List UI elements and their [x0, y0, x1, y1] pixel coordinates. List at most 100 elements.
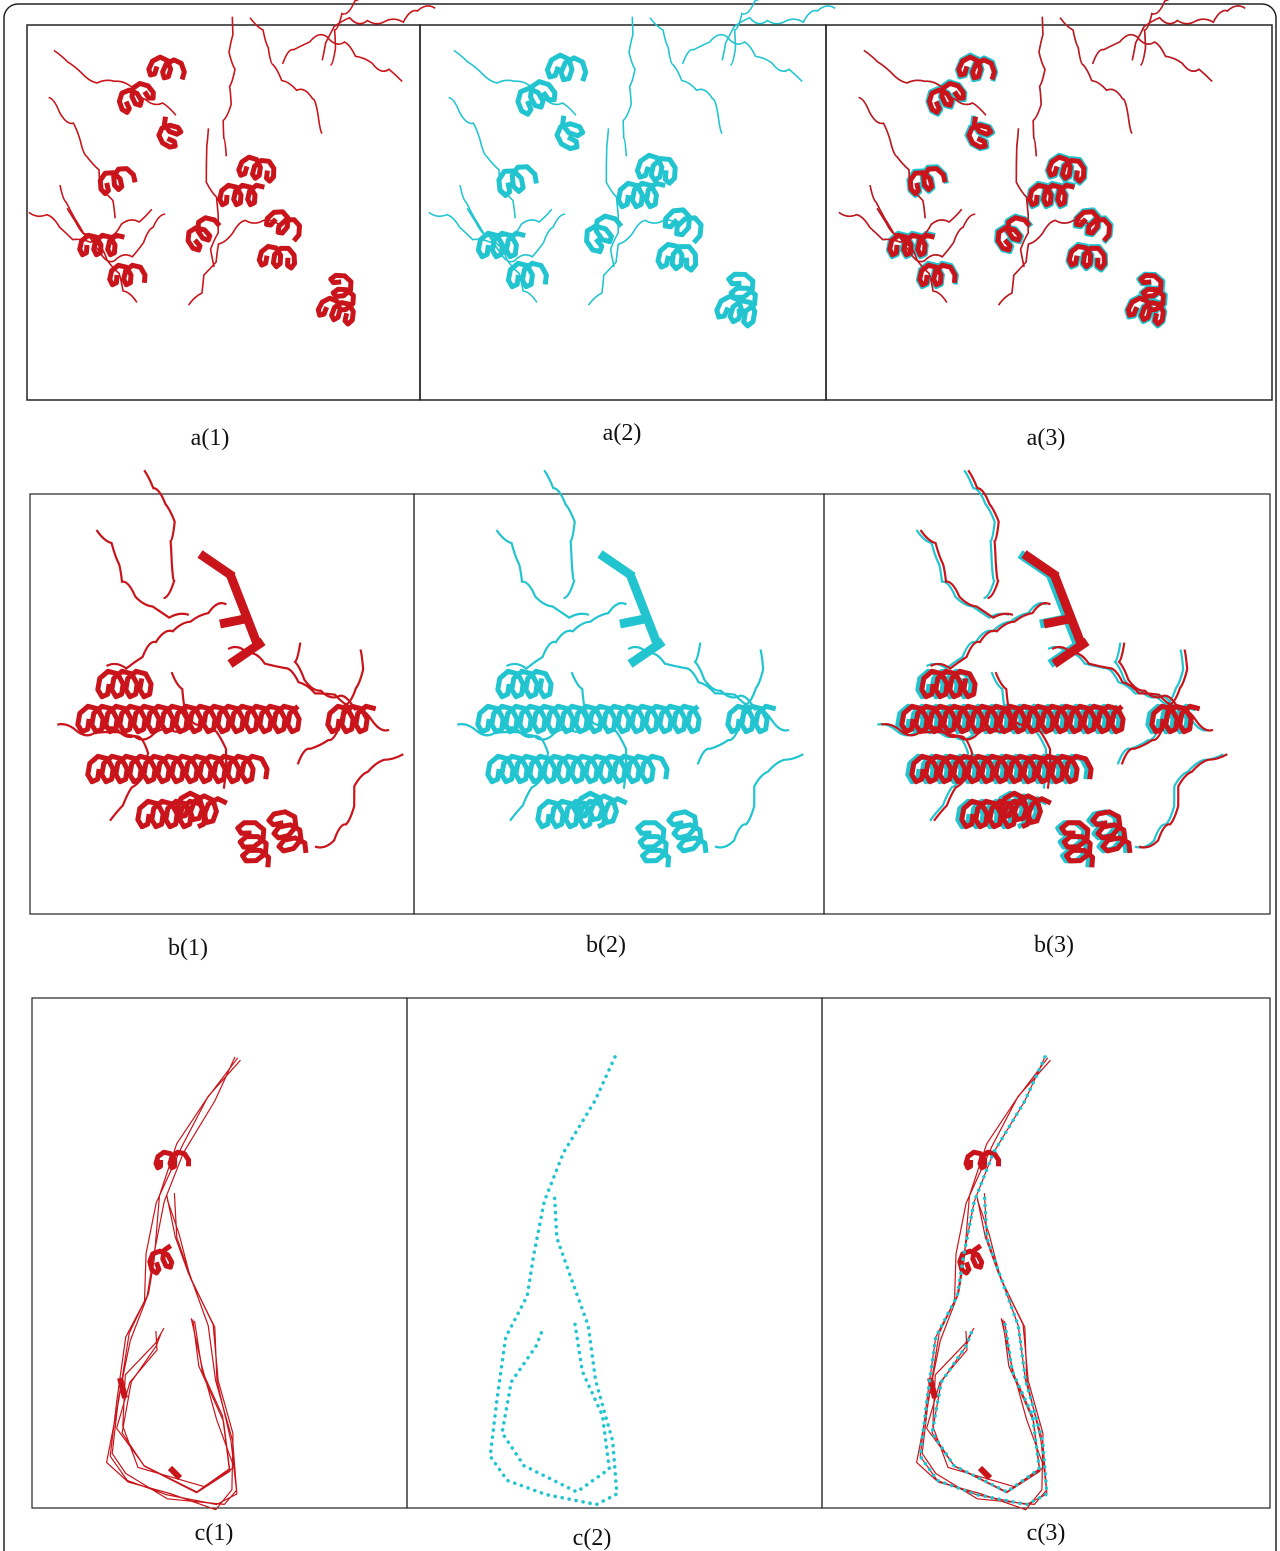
- helix: [920, 265, 955, 284]
- coil: [722, 6, 835, 60]
- helix: [728, 706, 776, 731]
- coil: [1016, 128, 1028, 267]
- coil: [1093, 35, 1213, 82]
- helix: [587, 216, 622, 252]
- beta-strand: [600, 554, 633, 577]
- panel-label: b(3): [1034, 932, 1074, 958]
- coil: [107, 603, 227, 668]
- helix: [557, 116, 583, 149]
- coil: [931, 603, 1051, 668]
- coil: [1060, 18, 1132, 134]
- helix: [239, 157, 274, 181]
- coil: [968, 470, 999, 598]
- helix: [547, 55, 585, 81]
- coil: [859, 98, 926, 219]
- beta-strand: [230, 574, 259, 649]
- helix: [966, 1152, 999, 1168]
- beta-strand: [1044, 618, 1073, 624]
- coil: [544, 470, 575, 598]
- structure-b: [877, 470, 1227, 867]
- structure-c: [917, 1057, 1051, 1510]
- coil: [223, 17, 235, 157]
- structure-a: [429, 0, 835, 326]
- helix: [508, 263, 546, 286]
- helix: [637, 155, 675, 183]
- structure-c: [490, 1057, 617, 1505]
- structure-a: [29, 0, 435, 324]
- coil: [623, 17, 635, 157]
- panel-label: c(3): [1027, 1520, 1066, 1546]
- helix: [1069, 246, 1104, 268]
- coil: [315, 754, 403, 847]
- coil: [454, 50, 576, 115]
- helix: [80, 235, 125, 254]
- row-c-frames: [32, 998, 1270, 1508]
- helix: [498, 671, 551, 696]
- chain-trace: [502, 1321, 609, 1492]
- coil: [97, 530, 189, 618]
- helix: [665, 210, 701, 243]
- helix: [159, 117, 181, 147]
- coil: [507, 603, 627, 668]
- coil: [283, 35, 403, 82]
- coil: [606, 128, 618, 267]
- coil: [1132, 6, 1245, 60]
- helix: [318, 298, 353, 324]
- panel-label: c(2): [573, 1525, 612, 1551]
- panel-label: b(2): [586, 932, 626, 958]
- coil: [715, 754, 803, 847]
- helix: [188, 218, 220, 250]
- coil: [1033, 17, 1045, 157]
- coil: [1132, 6, 1245, 60]
- chain-trace: [922, 1058, 1048, 1505]
- helix: [238, 823, 269, 868]
- coil: [497, 530, 589, 618]
- helix: [518, 82, 555, 115]
- helix: [100, 169, 135, 194]
- coil: [1060, 18, 1132, 134]
- coil: [322, 6, 435, 60]
- figure: a(1) a(2) a(3) b(1) b(2) b(3) c(1) c(2) …: [0, 0, 1280, 1551]
- coil: [330, 0, 399, 65]
- helix: [119, 84, 153, 113]
- coil: [683, 35, 803, 82]
- helix: [669, 812, 706, 853]
- panel-label: c(1): [195, 1520, 234, 1546]
- chain-trace: [920, 1057, 1047, 1505]
- beta-strand: [200, 554, 233, 577]
- structure-b: [457, 470, 803, 867]
- page: a(1) a(2) a(3) b(1) b(2) b(3) c(1) c(2) …: [0, 0, 1280, 1551]
- helix: [267, 212, 300, 241]
- coil: [49, 98, 116, 219]
- coil: [206, 128, 218, 267]
- helix: [910, 169, 945, 194]
- panel-label: a(2): [603, 420, 642, 446]
- coil: [250, 18, 322, 134]
- coil: [1140, 0, 1209, 65]
- chain-trace: [123, 1318, 234, 1486]
- helix: [259, 246, 294, 268]
- coil: [859, 98, 926, 219]
- helix: [638, 823, 669, 868]
- helix: [328, 706, 376, 731]
- helix: [658, 245, 696, 271]
- helix: [618, 183, 665, 206]
- helix: [156, 1152, 189, 1168]
- helix: [110, 265, 145, 284]
- beta-strand: [220, 618, 249, 624]
- coil: [144, 470, 175, 598]
- panel-label: a(1): [191, 425, 230, 451]
- helix: [150, 1246, 172, 1273]
- helix: [959, 57, 995, 79]
- coil: [449, 98, 516, 219]
- structure-a: [839, 0, 1245, 326]
- beta-strand: [620, 618, 649, 624]
- structure-b: [57, 470, 403, 867]
- beta-strand: [630, 574, 659, 649]
- structure-c: [107, 1057, 241, 1510]
- panel-label: b(1): [168, 935, 208, 961]
- coil: [650, 18, 722, 134]
- helix: [269, 812, 306, 853]
- helix: [488, 756, 667, 781]
- helix: [88, 756, 267, 781]
